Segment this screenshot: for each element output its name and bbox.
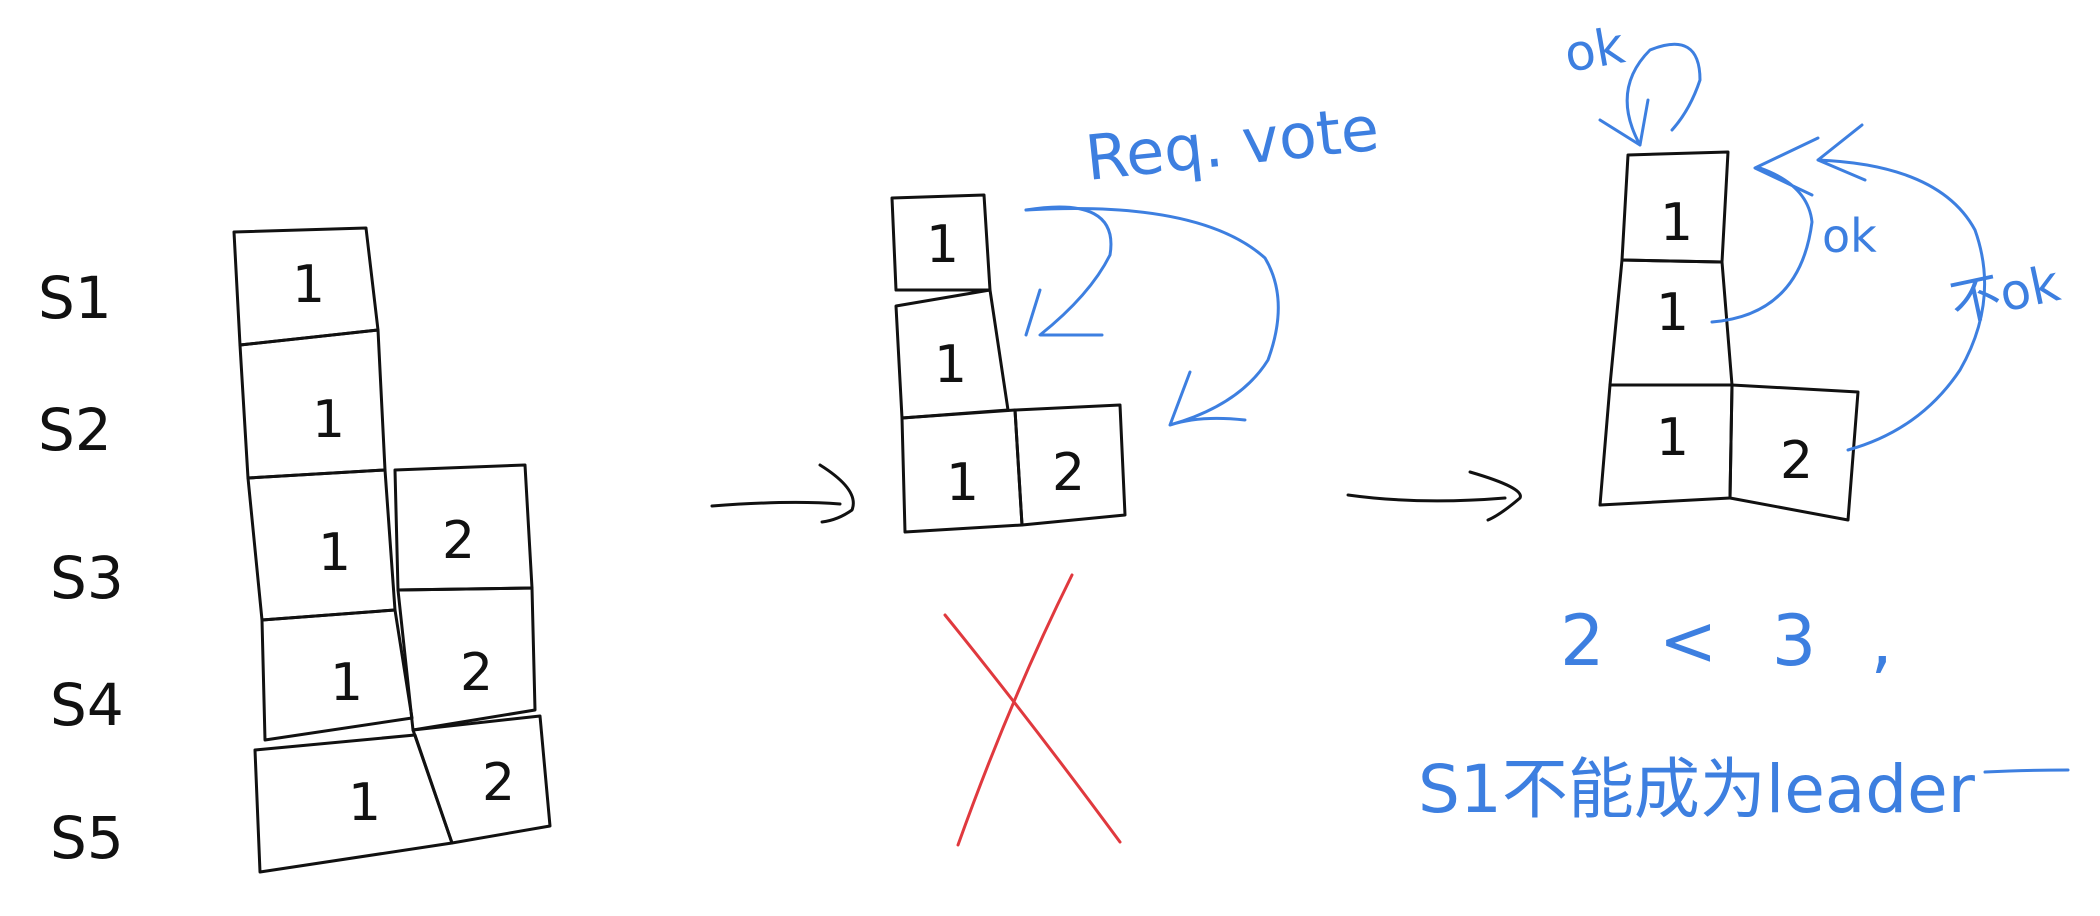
log-entry: 1 [934,335,967,395]
reject-cross-mark [943,573,1122,847]
log-entry-s4-1: 1 [330,653,363,713]
ok-vote-arrow [1710,136,1820,324]
stage2-vote-request: 1 1 1 2 Req. vote [890,92,1382,847]
stage1-log-table: S1 S2 S3 S4 S5 1 1 1 2 1 2 1 2 [38,226,552,874]
server-label-s2: S2 [38,396,112,464]
transition-arrow-1 [710,463,855,524]
log-cell-frame [1013,403,1127,527]
not-ok-vote-arrow [1816,123,1987,452]
request-vote-label: Req. vote [1082,92,1382,195]
stage3-vote-result: 1 1 1 2 ok ok 不ok 2 < 3 , S1不能成为leader [1418,16,2070,828]
request-arrow-s3 [1024,207,1280,427]
log-entry: 1 [946,453,979,513]
log-entry: 1 [926,215,959,275]
not-ok-vote-label: 不ok [1945,254,2064,334]
log-cell-frame [396,586,537,732]
transition-arrow-2 [1346,470,1522,522]
log-entry-s4-2: 2 [460,643,493,703]
self-vote-loop-arrow [1598,42,1702,147]
server-label-s4: S4 [50,671,124,739]
log-entry-s3-1: 1 [318,523,351,583]
log-entry: 2 [1780,431,1813,491]
ok-vote-label: ok [1822,209,1877,263]
leader-conclusion: S1不能成为leader [1418,751,1976,828]
log-entry-s5-2: 2 [482,753,515,813]
request-arrow-s2 [1024,205,1113,337]
log-entry: 1 [1656,408,1689,468]
log-entry: 1 [1660,193,1693,253]
log-entry-s1-1: 1 [292,255,325,315]
server-label-s5: S5 [50,804,124,872]
log-entry: 2 [1052,443,1085,503]
conclusion-underline-stroke [1983,768,2070,774]
self-ok-label: ok [1560,16,1629,83]
log-entry-s5-1: 1 [348,773,381,833]
log-entry-s3-2: 2 [442,511,475,571]
server-label-s3: S3 [50,544,124,612]
log-entry: 1 [1656,283,1689,343]
server-label-s1: S1 [38,264,112,332]
log-cell-frame [411,714,552,845]
log-cell-frame [1728,383,1860,522]
vote-count-conclusion: 2 < 3 , [1560,600,1909,682]
log-entry-s2-1: 1 [312,390,345,450]
